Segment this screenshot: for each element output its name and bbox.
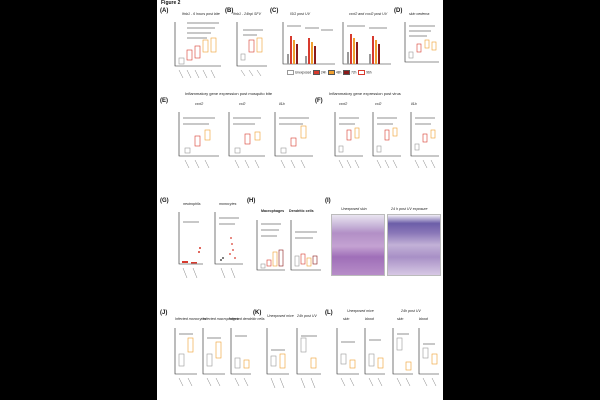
panel-e-label: (E) — [160, 98, 168, 104]
figure-sheet: Figure 2 (A) Ifnb1 - 6 hours post bite (… — [157, 0, 443, 400]
histology-uv-image — [387, 214, 441, 276]
panel-b-title: Ifnb1 - 24hpi SFV — [233, 12, 261, 16]
panel-a-label: (A) — [160, 8, 169, 14]
legend-48h: 48h — [336, 70, 342, 75]
panel-f-title-3: il1b — [411, 102, 417, 106]
panel-f-row-title: Inflammatory gene expression post virus — [329, 91, 401, 96]
panel-h-title-2: Dendritic cells — [289, 209, 314, 213]
panel-h-title-1: Macrophages — [261, 209, 285, 213]
panel-d-plot — [404, 22, 439, 63]
panel-b-plot — [236, 22, 267, 77]
panel-l-title-5: skin — [397, 317, 404, 321]
panel-k-label: (K) — [253, 310, 262, 316]
panel-g-title-1: neutrophils — [183, 202, 201, 206]
figure-title: Figure 2 — [161, 0, 181, 6]
panel-c-title: ISG post UV — [290, 12, 310, 16]
legend-swatch-unexposed — [287, 70, 294, 75]
panel-c-legend: Unexposed 24h 48h 72h 96h — [287, 70, 372, 75]
panel-b-label: (B) — [225, 8, 234, 14]
panel-f-title-2: ccl2 — [375, 102, 382, 106]
legend-swatch-72h — [343, 70, 351, 75]
legend-swatch-48h — [328, 70, 336, 75]
histology-unexposed-image — [331, 214, 385, 276]
panel-f-title-1: cxcl2 — [339, 102, 348, 106]
panel-j-title-1: Infected monocytes — [175, 317, 207, 321]
panel-l-title-2: skin — [343, 317, 350, 321]
panel-i-title-1: Unexposed skin — [341, 207, 367, 211]
panel-a-title: Ifnb1 - 6 hours post bite — [182, 12, 220, 16]
panel-k-plots — [266, 328, 321, 389]
panel-h-plots — [256, 220, 321, 271]
panel-d-label: (D) — [394, 8, 403, 14]
panel-e-plots — [178, 112, 313, 169]
legend-unexposed: Unexposed — [295, 70, 312, 75]
panel-i-title-2: 24 h post UV exposure — [391, 207, 428, 211]
panel-k-title-2: 24h post UV — [297, 314, 317, 318]
panel-j-plots — [174, 328, 251, 387]
panel-g-plots — [178, 212, 243, 279]
panel-f-plots — [334, 112, 439, 169]
legend-24h: 24h — [320, 70, 327, 75]
panel-e-title-3: il1b — [279, 102, 285, 106]
panel-k-title-1: Unexposed mice — [267, 314, 294, 318]
panel-f-label: (F) — [315, 98, 323, 104]
panel-l-title-4: 24h post UV — [401, 309, 421, 313]
legend-72h: 72h — [351, 70, 357, 75]
panel-j-label: (J) — [160, 310, 168, 316]
panel-g-label: (G) — [160, 198, 169, 204]
legend-swatch-24h — [312, 70, 320, 75]
panel-g-title-2: monocytes — [219, 202, 237, 206]
panel-c-title2: cxcl2 and cxcl2 post UV — [349, 12, 388, 16]
panel-e-row-title: Inflammatory gene expression post mosqui… — [185, 91, 273, 96]
panel-c-plot — [282, 22, 391, 65]
panel-l-title-3: blood — [365, 317, 374, 321]
legend-swatch-96h — [358, 70, 366, 75]
panel-j-title-2: Infected macrophages — [203, 317, 239, 321]
panel-j-title-3: Infected dendritic cells — [229, 317, 265, 321]
panel-e-title-2: ccl2 — [239, 102, 246, 106]
panel-h-label: (H) — [247, 198, 256, 204]
panel-d-title: skin oedema — [409, 12, 430, 16]
legend-96h: 96h — [366, 70, 372, 75]
panel-i-label: (I) — [325, 198, 331, 204]
panel-e-title-1: cxcl2 — [195, 102, 204, 106]
panel-c-label: (C) — [270, 8, 279, 14]
panel-l-plots — [336, 328, 439, 387]
panel-a-plot — [174, 22, 221, 79]
panel-l-title-1: Unexposed mice — [347, 309, 374, 313]
panel-l-title-6: blood — [419, 317, 428, 321]
panel-l-label: (L) — [325, 310, 333, 316]
